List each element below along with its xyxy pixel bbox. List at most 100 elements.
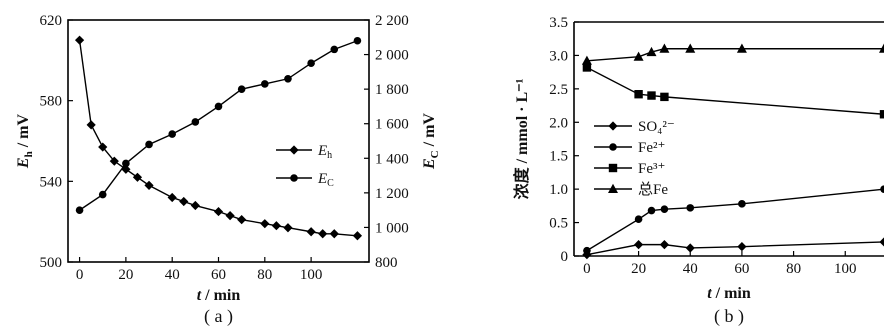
- data-point-b-3: [736, 43, 747, 53]
- y-right-tick-label-a: 1 000: [375, 220, 409, 236]
- legend-label-a-1: EC: [317, 171, 334, 189]
- y-tick-label-b: 2.0: [549, 115, 568, 131]
- data-point-b-3: [633, 51, 644, 61]
- data-point-a-1: [307, 59, 315, 68]
- y-tick-label-b: 0: [561, 249, 569, 265]
- caption-b: ( b ): [714, 306, 744, 327]
- data-point-b-1: [686, 204, 695, 212]
- data-point-a-0: [352, 231, 363, 241]
- data-point-b-2: [634, 90, 643, 99]
- data-point-b-3: [581, 55, 592, 65]
- y-tick-label-b: 3.5: [549, 15, 568, 31]
- data-point-b-1: [634, 215, 643, 224]
- series-line-b-1: [586, 188, 884, 252]
- legend-marker-b-2: [608, 163, 618, 173]
- data-point-a-0: [179, 196, 189, 207]
- data-point-b-3: [685, 43, 696, 53]
- data-point-a-0: [144, 180, 154, 190]
- series-line-b-0: [586, 241, 884, 256]
- y-right-tick-label-a: 800: [375, 255, 398, 271]
- data-point-b-1: [880, 185, 884, 193]
- data-point-b-2: [647, 91, 656, 100]
- data-point-b-3: [646, 46, 657, 57]
- y-right-axis-label-a: EC / mV: [421, 113, 441, 170]
- y-tick-label-b: 0.5: [549, 216, 568, 232]
- data-point-b-2: [660, 92, 669, 102]
- data-point-b-1: [647, 206, 656, 215]
- x-tick-label-a: 40: [165, 267, 180, 283]
- data-point-a-1: [98, 190, 107, 199]
- y-right-tick-label-a: 1 800: [375, 82, 409, 98]
- data-point-b-0: [879, 237, 884, 247]
- data-point-a-1: [237, 85, 246, 93]
- data-point-b-1: [660, 205, 669, 213]
- legend-marker-b-0: [608, 121, 618, 131]
- legend-label-a-0: Eh: [317, 143, 332, 161]
- series-line-a-1: [79, 40, 358, 211]
- legend-marker-a-0: [289, 145, 299, 155]
- data-point-b-0: [737, 242, 747, 252]
- y-left-tick-label-a: 620: [40, 13, 63, 29]
- data-point-a-0: [109, 156, 119, 166]
- data-point-a-0: [318, 229, 328, 239]
- y-axis-label-b: 浓度 / mmol · L⁻¹: [512, 78, 531, 199]
- data-point-a-1: [168, 130, 176, 138]
- data-point-a-0: [98, 142, 108, 152]
- legend-label-b-3: 总Fe: [638, 181, 668, 198]
- panel-a: 0 20 40 60 80 100 500 540 580 620 800 1 000 1 200 1 4…: [15, 13, 441, 327]
- data-point-b-1: [583, 246, 591, 255]
- y-right-tick-label-a: 1 200: [375, 186, 409, 202]
- series-line-a-0: [78, 40, 358, 237]
- data-point-a-0: [213, 206, 224, 217]
- series-line-b-2: [586, 66, 884, 115]
- data-point-a-0: [237, 215, 247, 225]
- x-tick-label-a: 100: [300, 267, 323, 283]
- data-point-a-1: [145, 140, 153, 149]
- legend-label-b-0: SO₄²⁻: [638, 119, 675, 135]
- data-point-a-1: [330, 45, 339, 54]
- x-axis-label-b: t / min: [707, 285, 751, 302]
- series-line-b-3: [586, 48, 884, 62]
- y-right-tick-label-a: 2 200: [375, 13, 409, 29]
- y-right-tick-label-a: 1 600: [375, 117, 409, 133]
- x-tick-label-a: 80: [257, 267, 272, 283]
- data-point-b-3: [659, 43, 670, 53]
- data-point-a-1: [191, 118, 200, 126]
- legend-label-b-1: Fe²⁺: [638, 140, 665, 156]
- data-point-a-1: [261, 80, 269, 88]
- data-point-b-1: [738, 200, 746, 208]
- data-point-a-0: [132, 172, 143, 182]
- y-tick-label-b: 2.5: [549, 82, 568, 98]
- data-point-a-0: [74, 35, 85, 45]
- caption-a: ( a ): [204, 306, 233, 327]
- data-point-a-0: [260, 219, 270, 229]
- x-tick-label-a: 20: [118, 267, 133, 283]
- data-point-a-0: [190, 200, 200, 211]
- data-point-a-1: [75, 206, 84, 214]
- data-point-b-0: [685, 243, 695, 253]
- data-point-b-0: [633, 240, 644, 250]
- x-tick-label-a: 60: [211, 267, 226, 283]
- x-axis-label-a: t / min: [197, 287, 241, 304]
- y-tick-label-b: 1.0: [549, 182, 568, 198]
- data-point-b-0: [659, 240, 670, 250]
- data-point-a-0: [225, 211, 235, 221]
- data-point-a-0: [329, 229, 339, 239]
- data-point-b-2: [582, 63, 592, 72]
- x-tick-label-a: 0: [76, 267, 84, 283]
- y-left-axis-label-a: Eh / mV: [15, 113, 35, 169]
- data-point-a-0: [271, 221, 281, 231]
- y-right-tick-label-a: 1 400: [375, 151, 409, 167]
- x-tick-label-b: 40: [683, 261, 698, 277]
- panel-b: 0 20 40 60 80 100 0 0.5 1.0 1.5 2.0 2.5 3.0 3.5 t / mi…: [512, 15, 884, 327]
- data-point-a-0: [86, 120, 96, 130]
- x-tick-label-b: 20: [631, 261, 646, 277]
- legend-marker-b-3: [608, 183, 618, 193]
- data-point-a-0: [306, 227, 316, 237]
- data-point-b-2: [879, 110, 884, 119]
- data-point-a-1: [353, 36, 362, 45]
- y-left-tick-label-a: 500: [40, 255, 63, 271]
- data-point-a-0: [167, 192, 177, 203]
- y-left-tick-label-a: 540: [40, 174, 63, 190]
